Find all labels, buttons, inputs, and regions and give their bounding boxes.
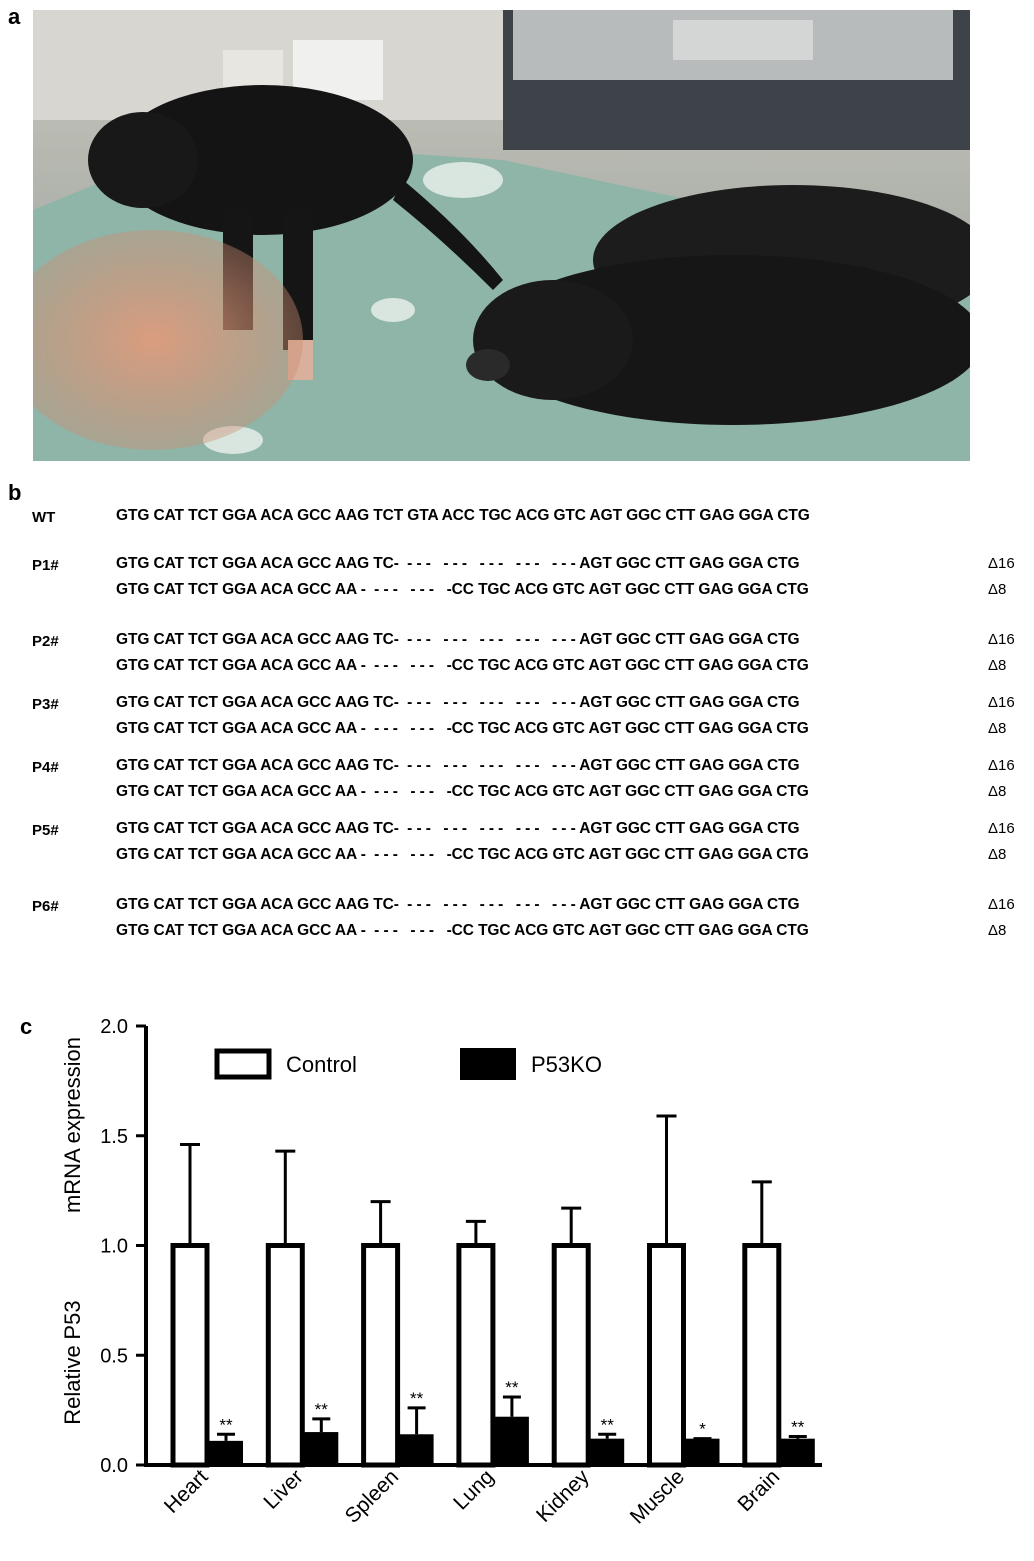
bar-control — [265, 1243, 305, 1468]
y-tick-label: 1.0 — [100, 1236, 128, 1258]
allele-2-sequence: GTG CAT TCT GGA ACA GCC AA - - - - - - -… — [116, 657, 809, 674]
sample-label: P1# — [32, 557, 59, 574]
allele-2-sequence: GTG CAT TCT GGA ACA GCC AA - - - - - - -… — [116, 922, 809, 939]
y-tick-label: 1.5 — [100, 1126, 128, 1148]
allele-1-sequence: GTG CAT TCT GGA ACA GCC AAG TC- - - - - … — [116, 694, 800, 711]
allele-2-deletion: Δ8 — [988, 846, 1007, 863]
p53-expression-chart: 0.0 0.5 1.0 1.5 2.0 Relative P53 mRNA expressio… — [60, 1016, 822, 1529]
allele-1-sequence: GTG CAT TCT GGA ACA GCC AAG TC- - - - - … — [116, 555, 800, 572]
significance-marker: ** — [410, 1389, 424, 1408]
y-axis-label: P53 — [60, 1300, 85, 1339]
bar-p53ko — [304, 1432, 339, 1465]
bar-control — [170, 1243, 210, 1468]
allele-2-deletion: Δ8 — [988, 720, 1007, 737]
sample-label: P4# — [32, 759, 59, 776]
allele-1-sequence: GTG CAT TCT GGA ACA GCC AAG TC- - - - - … — [116, 631, 800, 648]
bar-p53ko — [685, 1438, 720, 1465]
category-label: Muscle — [626, 1465, 689, 1528]
category-label: Liver — [259, 1465, 307, 1513]
legend-swatch-control — [214, 1048, 272, 1080]
panel-label-a: a — [8, 4, 21, 29]
significance-marker: ** — [601, 1415, 615, 1434]
bar-control — [551, 1243, 591, 1468]
panel-label-b: b — [8, 480, 22, 505]
allele-1-sequence: GTG CAT TCT GGA ACA GCC AAG TC- - - - - … — [116, 896, 800, 913]
significance-marker: ** — [219, 1415, 233, 1434]
category-label: Lung — [449, 1465, 498, 1514]
sample-label: P5# — [32, 822, 59, 839]
allele-2-deletion: Δ8 — [988, 922, 1007, 939]
panel-label-c: c — [20, 1014, 33, 1039]
allele-2-sequence: GTG CAT TCT GGA ACA GCC AA - - - - - - -… — [116, 783, 809, 800]
category-label: Brain — [733, 1465, 784, 1516]
bar-p53ko — [494, 1416, 529, 1465]
category-label: Spleen — [341, 1465, 404, 1528]
legend-label-control: Control — [286, 1052, 357, 1077]
allele-1-sequence: GTG CAT TCT GGA ACA GCC AAG TC- - - - - … — [116, 820, 800, 837]
bar-control — [456, 1243, 496, 1468]
wt-label: WT — [32, 509, 56, 526]
bar-control — [361, 1243, 401, 1468]
significance-marker: ** — [791, 1417, 805, 1436]
y-tick-label: 0.5 — [100, 1345, 128, 1367]
allele-2-deletion: Δ8 — [988, 581, 1007, 598]
blurred-hand — [33, 230, 303, 450]
significance-marker: ** — [505, 1378, 519, 1397]
allele-2-sequence: GTG CAT TCT GGA ACA GCC AA - - - - - - -… — [116, 846, 809, 863]
allele-1-deletion: Δ16 — [988, 820, 1015, 837]
sample-label: P6# — [32, 898, 59, 915]
bar-p53ko — [209, 1440, 243, 1465]
y-tick-label: 0.0 — [100, 1455, 128, 1477]
wt-sequence: GTG CAT TCT GGA ACA GCC AAG TCT GTA ACC … — [116, 507, 810, 524]
allele-1-deletion: Δ16 — [988, 631, 1015, 648]
legend-swatch-p53ko — [460, 1048, 516, 1080]
allele-2-deletion: Δ8 — [988, 657, 1007, 674]
bar-control — [647, 1243, 686, 1468]
significance-marker: ** — [315, 1400, 329, 1419]
category-label: Heart — [160, 1465, 213, 1518]
bar-p53ko — [399, 1434, 434, 1465]
significance-marker: * — [699, 1420, 706, 1439]
allele-1-deletion: Δ16 — [988, 757, 1015, 774]
allele-1-deletion: Δ16 — [988, 896, 1015, 913]
allele-1-deletion: Δ16 — [988, 694, 1015, 711]
bar-control — [742, 1243, 782, 1468]
sample-label: P2# — [32, 633, 59, 650]
legend-label-p53ko: P53KO — [531, 1052, 602, 1077]
allele-2-sequence: GTG CAT TCT GGA ACA GCC AA - - - - - - -… — [116, 720, 809, 737]
category-label: Kidney — [532, 1465, 594, 1527]
allele-2-deletion: Δ8 — [988, 783, 1007, 800]
y-axis-label: mRNA expression — [60, 1037, 85, 1213]
piglets-photo — [33, 10, 970, 461]
allele-1-deletion: Δ16 — [988, 555, 1015, 572]
y-axis-label: Relative — [60, 1345, 85, 1424]
allele-2-sequence: GTG CAT TCT GGA ACA GCC AA - - - - - - -… — [116, 581, 809, 598]
bar-p53ko — [590, 1438, 625, 1465]
sample-label: P3# — [32, 696, 59, 713]
y-tick-label: 2.0 — [100, 1016, 128, 1038]
bar-p53ko — [780, 1438, 815, 1465]
allele-1-sequence: GTG CAT TCT GGA ACA GCC AAG TC- - - - - … — [116, 757, 800, 774]
sleeping-piglets — [466, 185, 970, 425]
